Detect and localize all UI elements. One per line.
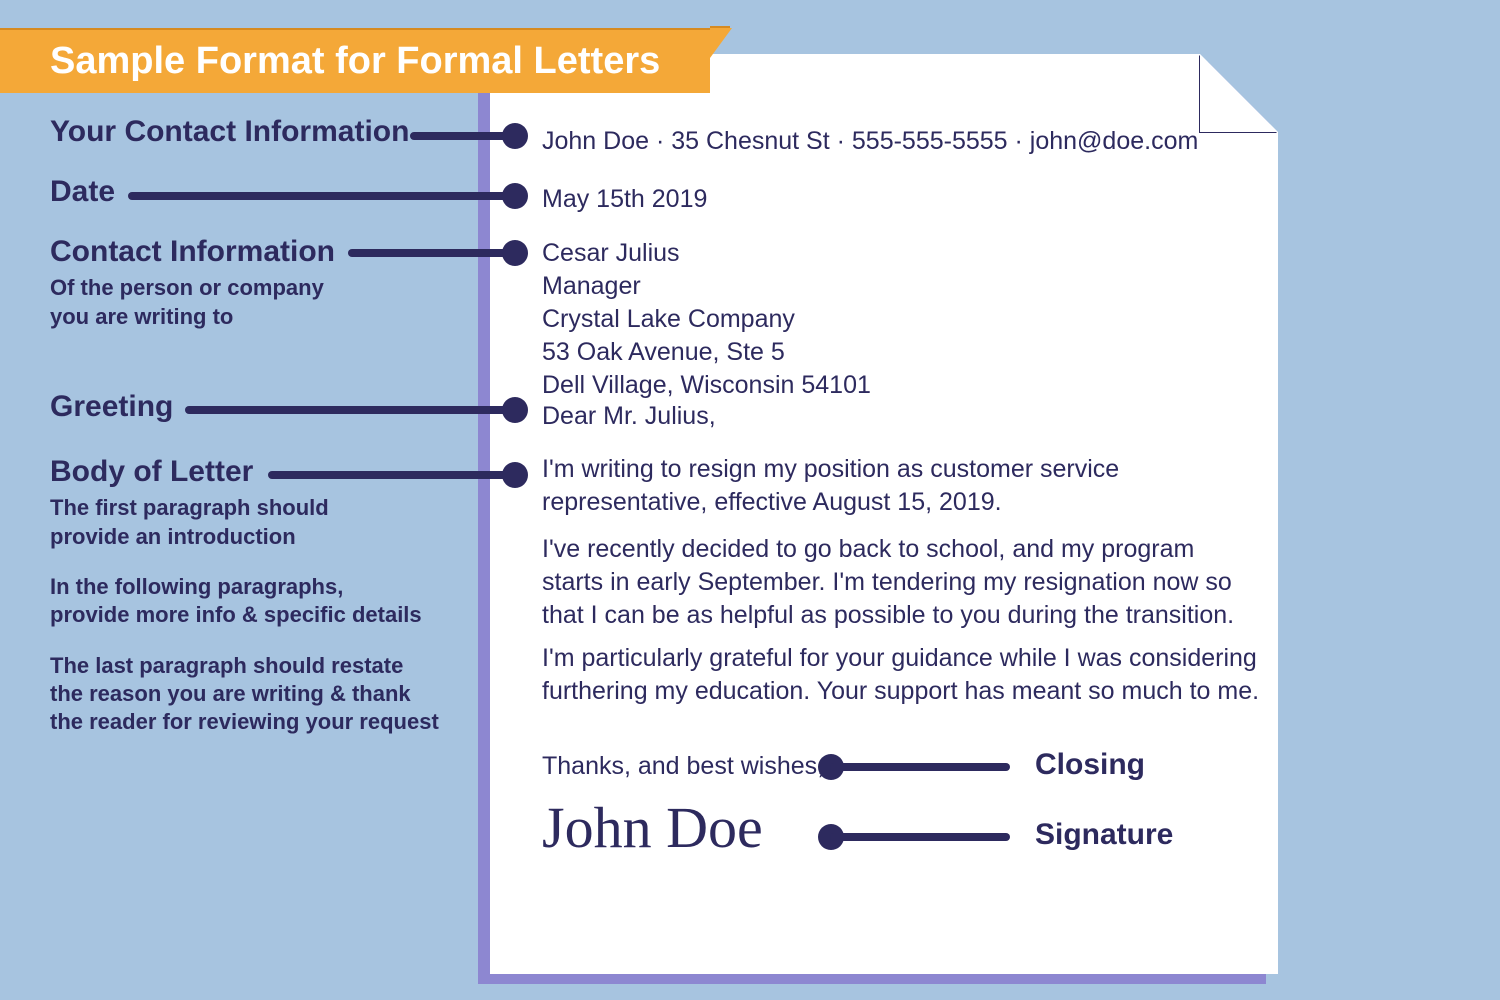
connector-line [830, 833, 1010, 841]
label-sub: Of the person or company [50, 274, 335, 303]
label-sub: you are writing to [50, 303, 335, 332]
label-title: Date [50, 175, 115, 208]
recipient-company: Crystal Lake Company [542, 303, 1262, 336]
connector-dot [502, 183, 528, 209]
recipient-name: Cesar Julius [542, 237, 1262, 270]
connector-line [128, 192, 510, 200]
label-sub: The first paragraph should [50, 494, 439, 523]
label-date: Date [50, 175, 115, 208]
label-title: Greeting [50, 390, 173, 423]
label-para: In the following paragraphs, [50, 573, 439, 601]
label-greeting: Greeting [50, 390, 173, 423]
recipient-city: Dell Village, Wisconsin 54101 [542, 369, 1262, 402]
label-recipient-contact: Contact Information Of the person or com… [50, 235, 335, 331]
letter-para-2: I've recently decided to go back to scho… [542, 533, 1262, 632]
title-banner: Sample Format for Formal Letters [0, 28, 710, 93]
letter-para-3: I'm particularly grateful for your guida… [542, 642, 1262, 708]
recipient-street: 53 Oak Avenue, Ste 5 [542, 336, 1262, 369]
recipient-block: Cesar Julius Manager Crystal Lake Compan… [542, 237, 1262, 402]
letter-greeting: Dear Mr. Julius, [542, 400, 1262, 433]
paper-fold-front [1200, 54, 1278, 132]
connector-line [268, 471, 510, 479]
label-body: Body of Letter The first paragraph shoul… [50, 455, 439, 736]
label-title: Your Contact Information [50, 115, 409, 148]
label-title: Contact Information [50, 235, 335, 268]
letter-para-1: I'm writing to resign my position as cus… [542, 453, 1262, 519]
recipient-role: Manager [542, 270, 1262, 303]
label-para: the reason you are writing & thank [50, 680, 439, 708]
label-para: the reader for reviewing your request [50, 708, 439, 736]
connector-line [830, 763, 1010, 771]
label-para: provide more info & specific details [50, 601, 439, 629]
connector-line [185, 406, 510, 414]
label-sub: provide an introduction [50, 523, 439, 552]
label-closing: Closing [1035, 748, 1145, 782]
connector-dot [502, 240, 528, 266]
letter-date: May 15th 2019 [542, 183, 1262, 216]
sender-line: John Doe · 35 Chesnut St · 555-555-5555 … [542, 125, 1262, 158]
connector-dot [502, 462, 528, 488]
label-para: The last paragraph should restate [50, 652, 439, 680]
label-signature: Signature [1035, 818, 1173, 852]
title-banner-text: Sample Format for Formal Letters [0, 28, 710, 93]
connector-dot [502, 123, 528, 149]
connector-line [410, 132, 510, 140]
connector-line [348, 249, 510, 257]
label-your-contact: Your Contact Information [50, 115, 409, 148]
connector-dot [502, 397, 528, 423]
banner-notch [710, 26, 730, 28]
